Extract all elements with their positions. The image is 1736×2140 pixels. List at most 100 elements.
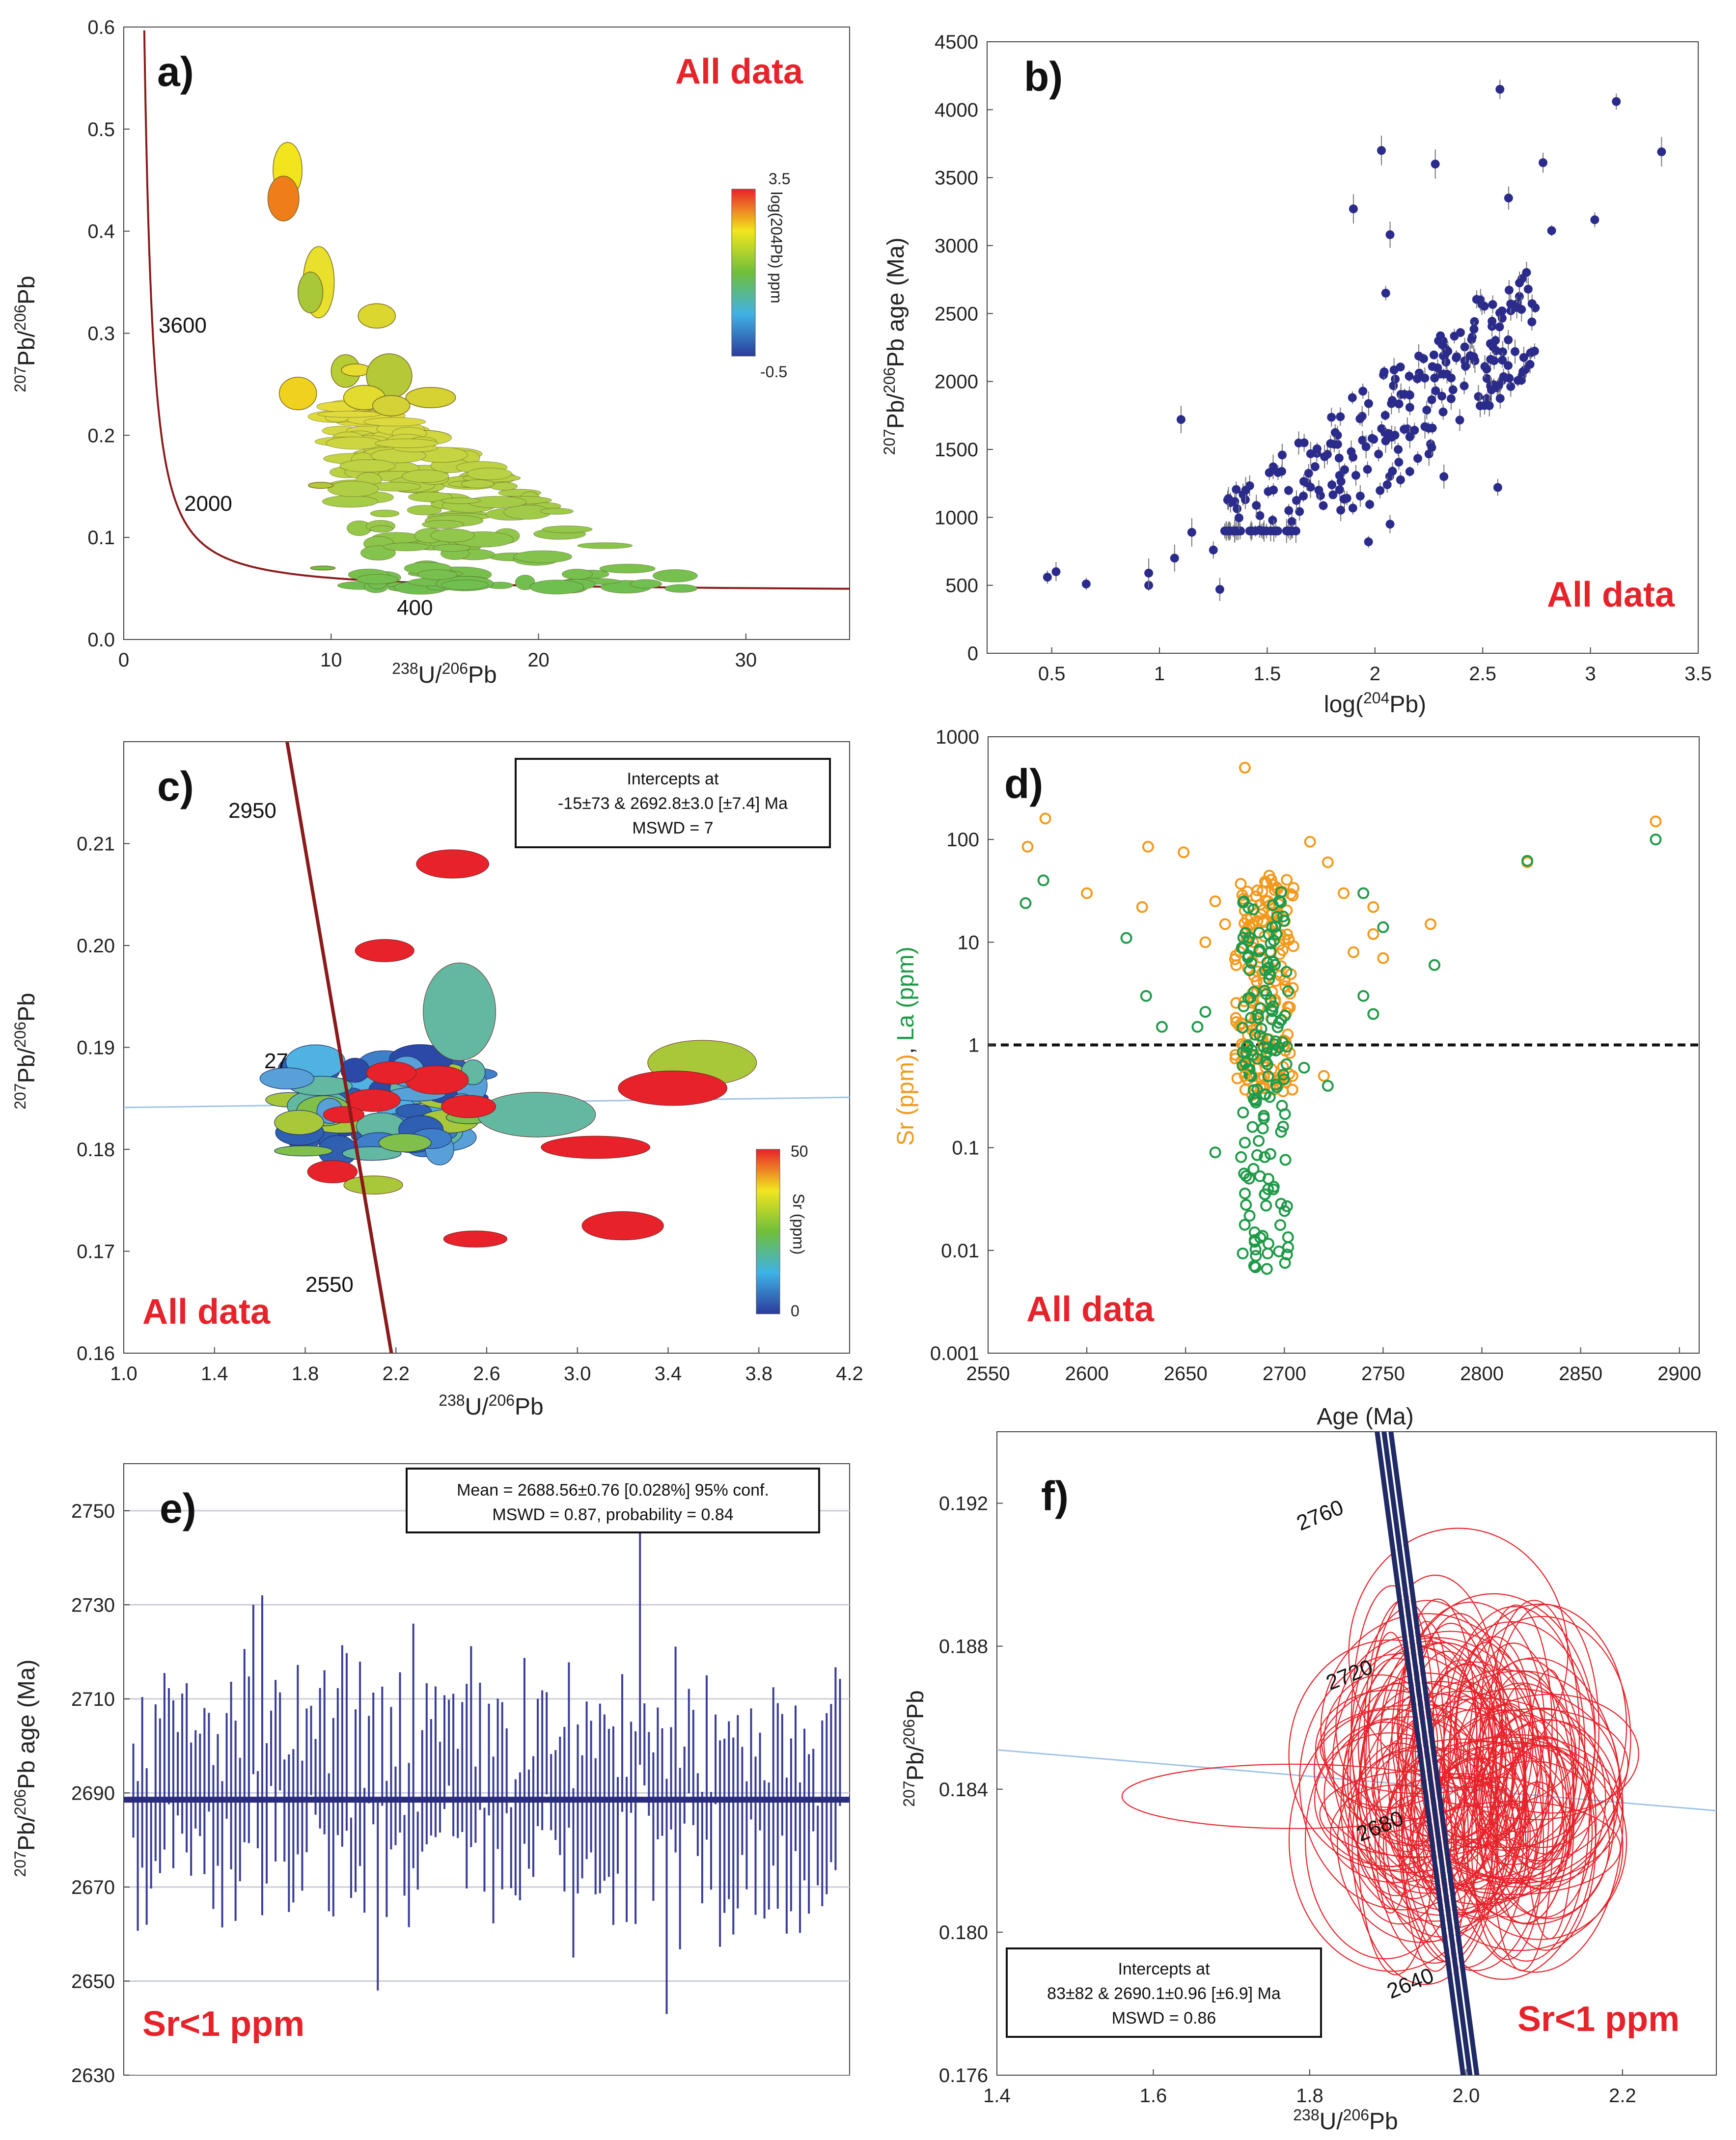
panel-b-point (1051, 567, 1061, 576)
panel-d-point (1239, 1137, 1251, 1149)
panel-b-point (1358, 436, 1367, 445)
panel-d-point (1281, 874, 1293, 886)
panel-b-x-axis-title: log(204Pb) (1324, 689, 1426, 718)
panel-a-cloud-ellipse (529, 580, 584, 595)
x-tick-label: 20 (527, 649, 550, 671)
panel-f-ellipse (1524, 1669, 1575, 1940)
panel-b-point (1364, 399, 1373, 408)
panel-d-point (1235, 878, 1247, 890)
panel-b-point (1405, 390, 1414, 400)
panel-c-annotation-line-3: MSWD = 7 (632, 819, 713, 837)
panel-b-point (1498, 356, 1507, 365)
y-tick-label: 0.180 (939, 1922, 988, 1944)
panel-a-cloud-ellipse (327, 481, 379, 497)
panel-d-point (1262, 1183, 1274, 1195)
panel-b-point (1493, 483, 1502, 492)
panel-b-point (1396, 389, 1405, 399)
panel-b-point (1287, 517, 1296, 526)
y-tick-label: 1 (968, 1035, 979, 1056)
panel-d-point (1429, 959, 1441, 971)
panel-a-cloud-ellipse (360, 545, 396, 561)
panel-f-annotation-line-3: MSWD = 0.86 (1112, 2009, 1216, 2028)
panel-b-point (1269, 485, 1278, 495)
panel-b-point (1389, 365, 1399, 375)
panel-b-point (1456, 328, 1465, 337)
panel-b-point (1241, 486, 1250, 495)
panel-b-point (1436, 331, 1445, 340)
panel-b-point (1215, 584, 1224, 594)
panel-c-ellipse (618, 1070, 728, 1106)
x-tick-label: 1.6 (1140, 2085, 1167, 2107)
panel-e-annotation-line-2: MSWD = 0.87, probability = 0.84 (492, 1505, 733, 1524)
panel-b-point (1355, 491, 1365, 500)
panel-c-concordia-curve (285, 742, 393, 1353)
panel-d-point (1156, 1021, 1168, 1033)
panel-c-label: c) (157, 763, 194, 809)
panel-d-point (1260, 1199, 1272, 1212)
panel-c-curve-label-27: 27 (264, 1049, 288, 1073)
panel-f-concordia-gap (1386, 1432, 1474, 2075)
panel-a-cloud-ellipse (467, 468, 512, 480)
panel-d-point (1279, 1009, 1291, 1022)
panel-d-point (1258, 1112, 1270, 1124)
panel-b-point (1431, 160, 1440, 168)
panel-b-point (1394, 445, 1403, 454)
panel-d-point (1270, 1081, 1283, 1093)
panel-b-point (1232, 485, 1241, 494)
panel-d-point (1236, 1017, 1248, 1029)
panel-c-annotation-box (515, 758, 831, 848)
panel-d-point (1142, 840, 1154, 853)
panel-b-point (1482, 374, 1491, 383)
panel-d-point (1278, 915, 1290, 927)
panel-e-frame (123, 1463, 850, 2076)
panel-b-y-axis-title: 207Pb/206Pb age (Ma) (881, 238, 909, 455)
panel-b-point (1187, 528, 1196, 537)
x-tick-label: 2 (1370, 663, 1380, 685)
panel-b-point (1269, 527, 1278, 535)
panel-b-point (1326, 439, 1335, 448)
panel-d-point (1251, 1149, 1263, 1161)
x-tick-label: 0 (118, 649, 129, 671)
panel-d-point (1247, 903, 1260, 916)
panel-f-ellipse (1351, 1600, 1504, 1878)
panel-b-point (1480, 302, 1489, 311)
panel-d-point (1253, 1135, 1265, 1147)
panel-b-point (1427, 395, 1436, 404)
x-tick-label: 3.5 (1684, 663, 1712, 685)
panel-b-point (1351, 471, 1360, 480)
panel-d-point (1219, 918, 1231, 930)
panel-c-ellipse (307, 1160, 358, 1183)
panel-b-point (1355, 414, 1365, 423)
y-tick-label: 0 (967, 643, 978, 665)
panel-d-point (1280, 1058, 1293, 1070)
panel-f-ellipse (1478, 1719, 1619, 1883)
panel-d-point (1288, 882, 1300, 894)
panel-b-point (1461, 361, 1470, 371)
panel-b-point (1342, 494, 1351, 503)
y-tick-label: 2730 (71, 1594, 115, 1616)
panel-e-annotation: Mean = 2688.56±0.76 [0.028%] 95% conf. M… (406, 1468, 820, 1533)
panel-b-point (1336, 412, 1345, 421)
panel-b-point (1495, 394, 1505, 403)
panel-b-point (1349, 204, 1358, 214)
panel-b-point (1081, 579, 1091, 588)
y-tick-label: 0.176 (939, 2065, 988, 2086)
panel-d-point (1265, 937, 1277, 949)
panel-b-point (1525, 360, 1535, 369)
x-tick-label: 2.0 (1453, 2085, 1480, 2107)
x-tick-label: 2800 (1460, 1363, 1504, 1385)
panel-d-point (1277, 1068, 1290, 1081)
panel-c-ellipse (441, 1095, 496, 1118)
panel-a-tag: All data (675, 52, 803, 91)
panel-d-point (1650, 815, 1662, 828)
panel-d-point (1338, 887, 1350, 899)
panel-b-point (1505, 373, 1514, 383)
panel-b-point (1472, 295, 1481, 304)
panel-a-cloud-ellipse (441, 497, 481, 504)
panel-d-point (1267, 1183, 1279, 1195)
panel-d-point (1037, 874, 1049, 887)
panel-f-y-axis-title: 207Pb/206Pb (900, 1690, 929, 1807)
y-tick-label: 0.001 (930, 1343, 979, 1364)
panel-b-point (1340, 465, 1349, 474)
panel-b-point (1517, 376, 1526, 385)
